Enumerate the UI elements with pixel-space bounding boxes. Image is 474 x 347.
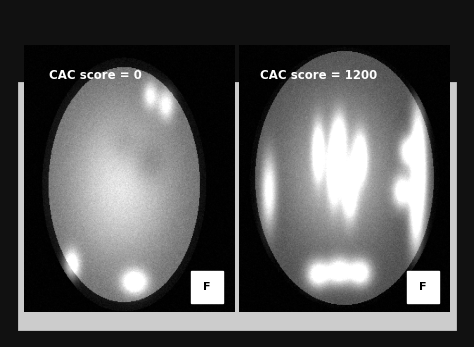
Bar [19, 83, 455, 329]
FancyBboxPatch shape [191, 271, 223, 303]
Text: CORONARY ARTERY CALCIUM SCORING: CORONARY ARTERY CALCIUM SCORING [11, 19, 463, 40]
Text: CAC score = 1200: CAC score = 1200 [261, 69, 378, 82]
Text: F: F [203, 282, 211, 292]
FancyBboxPatch shape [407, 271, 439, 303]
Text: F: F [419, 282, 427, 292]
Text: CAC score = 0: CAC score = 0 [49, 69, 142, 82]
